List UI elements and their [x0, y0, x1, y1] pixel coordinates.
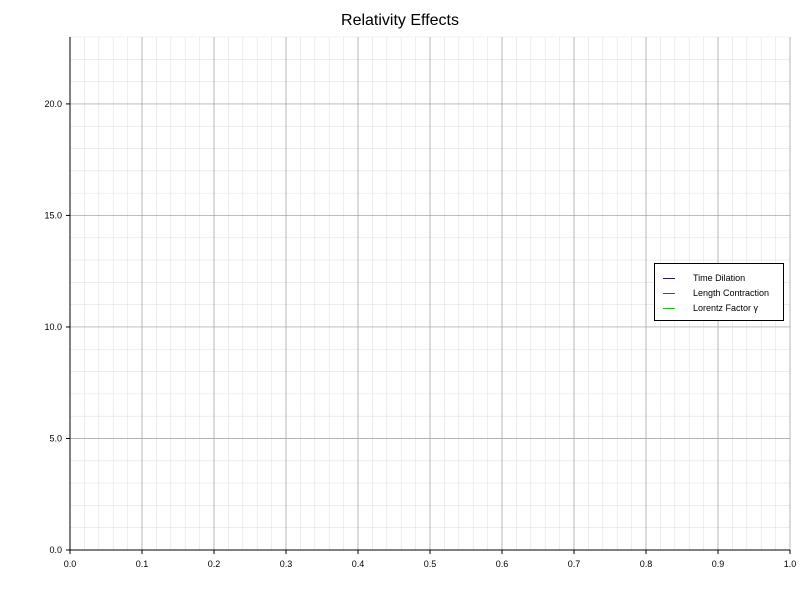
legend-item-lorentz-factor: Lorentz Factor γ [663, 301, 758, 315]
chart-title: Relativity Effects [341, 12, 459, 29]
x-tick-label: 1.0 [784, 559, 797, 569]
x-tick-label: 0.6 [496, 559, 509, 569]
legend-label-length-contraction: Length Contraction [693, 288, 770, 298]
x-tick-label: 0.9 [712, 559, 725, 569]
legend-swatch-lorentz-factor [663, 307, 675, 309]
legend-swatch-length-contraction [663, 292, 675, 294]
x-tick-label: 0.7 [568, 559, 581, 569]
legend: Time Dilation Length Contraction Lorentz… [654, 263, 784, 321]
x-tick-label: 0.5 [424, 559, 437, 569]
legend-label-lorentz-factor: Lorentz Factor γ [693, 303, 759, 313]
legend-swatch-time-dilation [663, 277, 675, 279]
x-tick-label: 0.2 [208, 559, 221, 569]
x-tick-label: 0.3 [280, 559, 293, 569]
y-tick-label: 20.0 [44, 99, 62, 109]
legend-item-time-dilation: Time Dilation [663, 271, 745, 285]
x-tick-label: 0.4 [352, 559, 365, 569]
y-tick-label: 5.0 [49, 433, 62, 443]
x-tick-label: 0.1 [136, 559, 149, 569]
y-tick-label: 10.0 [44, 322, 62, 332]
x-tick-label: 0.8 [640, 559, 653, 569]
y-tick-label: 0.0 [49, 545, 62, 555]
x-tick-label: 0.0 [64, 559, 77, 569]
legend-item-length-contraction: Length Contraction [663, 286, 769, 300]
y-tick-label: 15.0 [44, 210, 62, 220]
legend-label-time-dilation: Time Dilation [693, 273, 746, 283]
